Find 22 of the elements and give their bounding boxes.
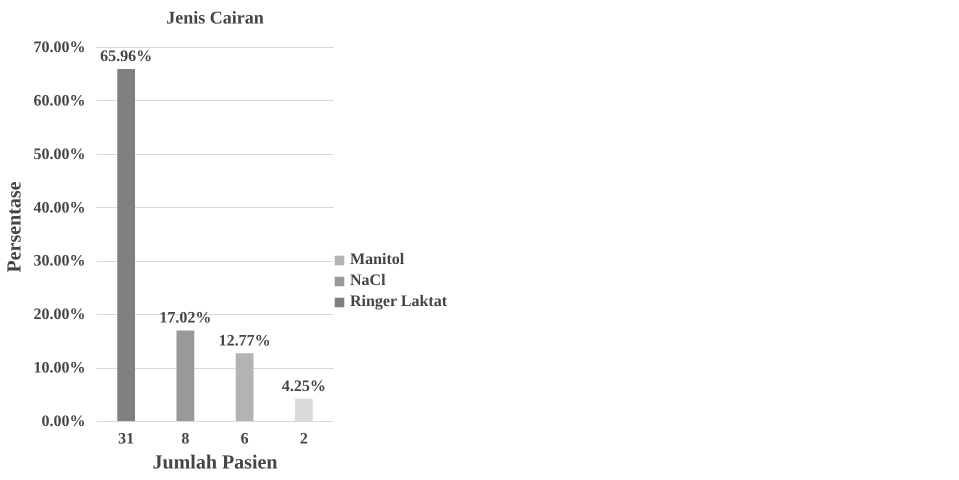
x-tick-label: 31 [118,430,134,448]
data-label: 12.77% [218,332,271,350]
y-tick-label: 30.00% [34,252,86,270]
x-tick-label: 2 [300,430,308,448]
y-tick-label: 10.00% [34,360,86,377]
legend-label: NaCl [350,272,386,290]
data-label: 65.96% [100,48,152,66]
chart-title: Jenis Cairan [166,8,264,28]
y-tick-label: 50.00% [34,146,86,163]
data-label: 17.02% [159,310,212,327]
data-label: 4.25% [282,378,326,395]
x-tick-label: 8 [181,430,190,448]
y-tick-label: 40.00% [34,199,86,216]
y-tick-label: 70.00% [34,38,86,56]
y-tick-label: 60.00% [34,92,86,110]
y-axis-title: Persentase [4,181,26,273]
y-tick-label: 20.00% [34,306,86,324]
y-tick-label: 0.00% [42,413,86,430]
x-tick-label: 6 [240,430,249,448]
x-axis-title: Jumlah Pasien [152,452,278,474]
legend-label: Ringer Laktat [350,293,448,311]
legend-label: Manitol [350,251,404,269]
